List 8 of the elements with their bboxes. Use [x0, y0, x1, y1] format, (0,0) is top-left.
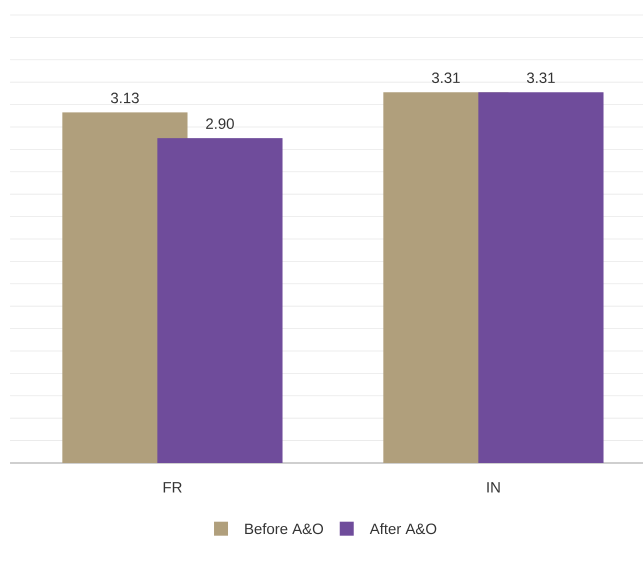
data-label: 3.31 [432, 72, 460, 84]
x-tick-label: FR [164, 482, 182, 492]
x-tick-label: IN [487, 482, 500, 492]
data-label: 2.90 [206, 118, 234, 129]
data-label: 3.13 [110, 92, 139, 104]
legend-label: After A&O [370, 523, 436, 534]
legend-label: Before A&O [245, 523, 324, 534]
data-label: 3.31 [526, 72, 555, 84]
